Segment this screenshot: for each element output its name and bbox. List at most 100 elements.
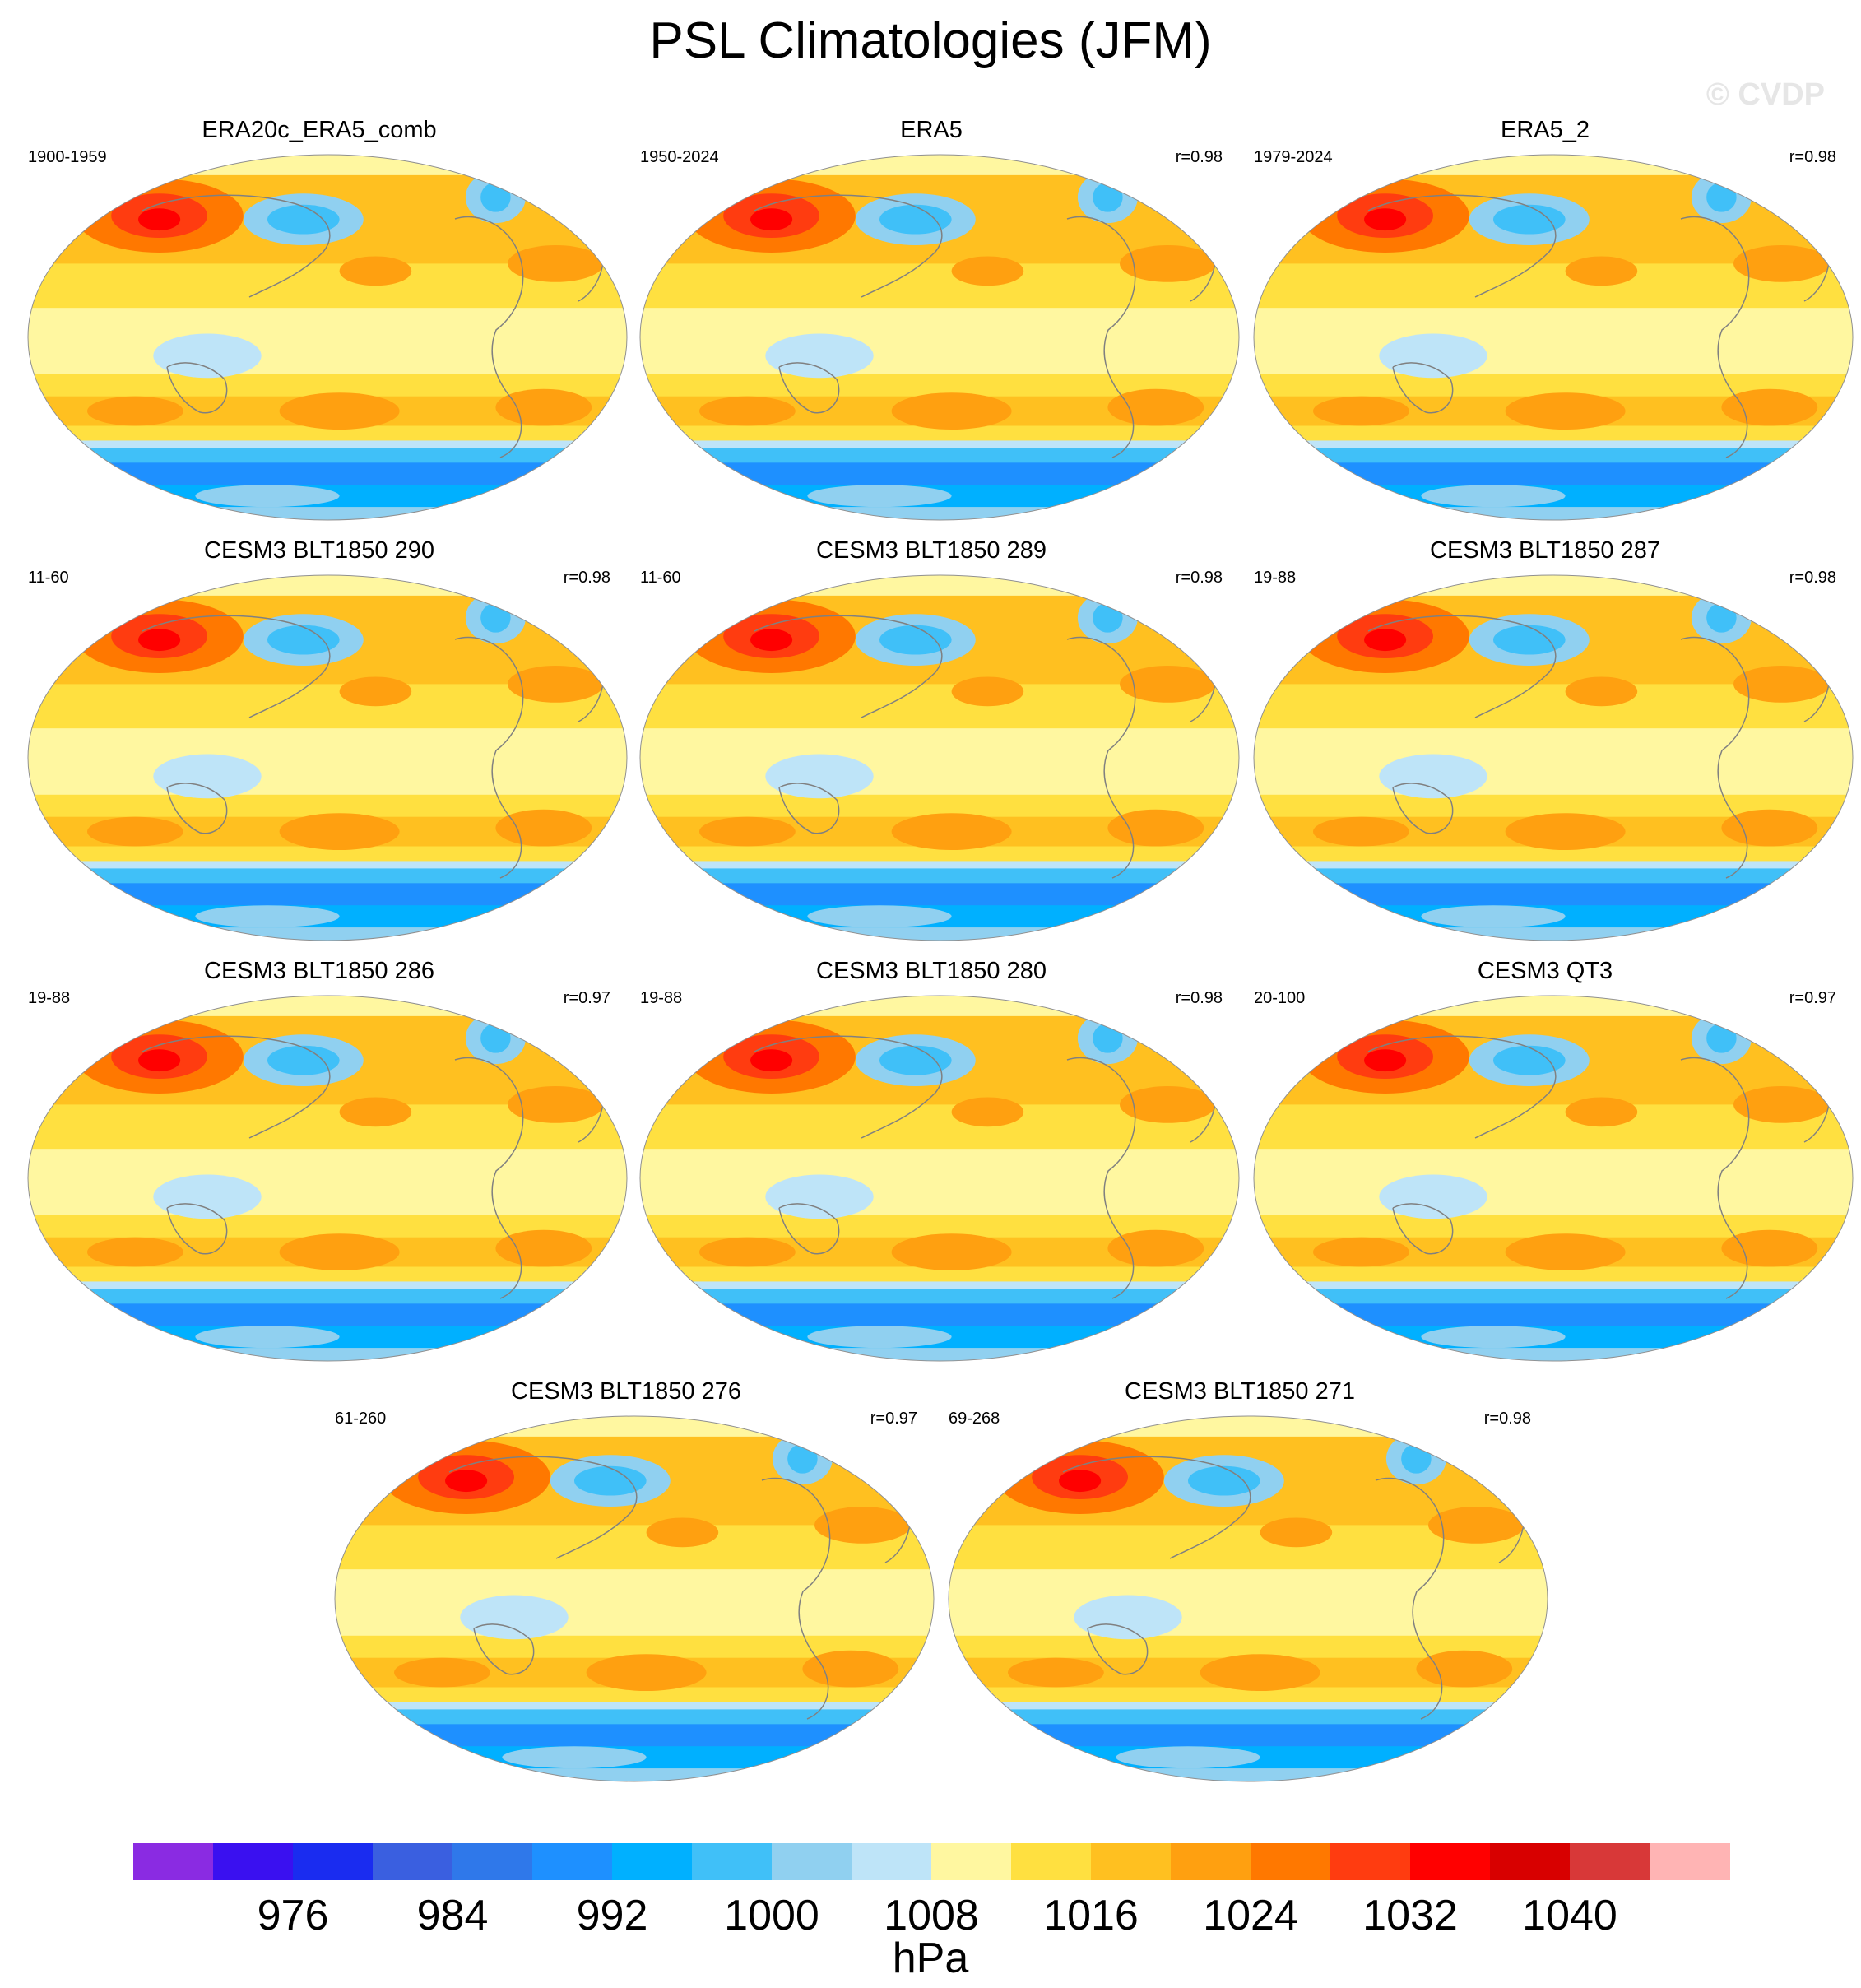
pressure-anomaly: [1706, 1023, 1737, 1053]
pressure-band: [335, 1416, 934, 1438]
pressure-band: [640, 155, 1239, 176]
pressure-anomaly: [138, 208, 181, 231]
pressure-anomaly: [1379, 1174, 1487, 1219]
map-panel: ERA20c_ERA5_comb 1900-1959: [15, 117, 628, 524]
pressure-anomaly: [480, 182, 511, 212]
map-svg: [1253, 574, 1854, 941]
pressure-band: [640, 462, 1239, 486]
colorbar-tick-label: 1016: [1043, 1892, 1139, 1939]
pressure-band: [335, 1687, 934, 1703]
pressure-band: [1254, 846, 1853, 862]
pressure-band: [1254, 883, 1853, 907]
pressure-anomaly: [86, 816, 183, 847]
coastline: [1062, 1456, 1525, 1720]
colorbar-tick-label: 992: [576, 1892, 648, 1939]
colorbar-tick-label: 1040: [1522, 1892, 1617, 1939]
map-outline: [27, 154, 628, 521]
pressure-anomaly: [195, 905, 340, 928]
pressure-band: [1254, 507, 1853, 520]
coastline: [448, 1456, 912, 1720]
pressure-anomaly: [445, 1470, 488, 1493]
pressure-band: [640, 448, 1239, 464]
pressure-anomaly: [646, 1517, 719, 1548]
pressure-band: [640, 728, 1239, 796]
colorbar-segment: [1330, 1843, 1411, 1880]
pressure-band: [28, 868, 627, 885]
pressure-anomaly: [1401, 1443, 1432, 1474]
pressure-band: [640, 1303, 1239, 1327]
coastline: [142, 615, 605, 879]
colorbar-tick-label: 976: [257, 1892, 329, 1939]
pressure-anomaly: [1107, 809, 1204, 847]
pressure-anomaly: [807, 1326, 952, 1349]
panel-correlation: r=0.98: [1483, 1410, 1531, 1428]
colorbar-segment: [1410, 1843, 1491, 1880]
coastline: [1367, 1035, 1831, 1299]
pressure-anomaly: [339, 1097, 412, 1127]
colorbar-segment: [772, 1843, 852, 1880]
pressure-anomaly: [480, 602, 511, 633]
pressure-band: [28, 883, 627, 907]
panel-years: 69-268: [949, 1410, 1000, 1428]
pressure-anomaly: [765, 754, 874, 799]
pressure-band: [1254, 861, 1853, 870]
coastline: [1367, 615, 1831, 879]
panel-correlation: r=0.98: [1789, 148, 1836, 166]
panel-title: ERA5: [900, 117, 963, 143]
pressure-anomaly: [1188, 1465, 1260, 1496]
pressure-anomaly: [267, 1045, 340, 1075]
colorbar-tick-label: 1032: [1362, 1892, 1458, 1939]
panel-years: 61-260: [335, 1410, 387, 1428]
pressure-anomaly: [1733, 245, 1830, 282]
pressure-anomaly: [1565, 256, 1638, 286]
pressure-band: [335, 1768, 934, 1781]
colorbar-tick-label: 984: [416, 1892, 489, 1939]
pressure-anomaly: [1565, 676, 1638, 707]
pressure-anomaly: [1313, 396, 1409, 426]
map-panel: CESM3 BLT1850 280 19-88 r=0.98: [627, 958, 1240, 1365]
panel-years: 1979-2024: [1254, 148, 1333, 166]
pressure-anomaly: [1364, 208, 1407, 231]
colorbar-segment: [852, 1843, 932, 1880]
panel-correlation: r=0.97: [870, 1410, 917, 1428]
map-svg: [27, 995, 628, 1362]
pressure-band: [1254, 1281, 1853, 1290]
pressure-anomaly: [1421, 905, 1566, 928]
pressure-band: [335, 1724, 934, 1748]
colorbar-segment: [452, 1843, 533, 1880]
colorbar-segment: [931, 1843, 1012, 1880]
pressure-anomaly: [1416, 1650, 1513, 1688]
pressure-anomaly: [787, 1443, 818, 1474]
pressure-anomaly: [1260, 1517, 1333, 1548]
panel-correlation: r=0.97: [1789, 989, 1836, 1007]
pressure-anomaly: [1706, 602, 1737, 633]
pressure-anomaly: [480, 1023, 511, 1053]
map-panel: ERA5 1950-2024 r=0.98: [627, 117, 1240, 524]
pressure-anomaly: [1505, 813, 1626, 850]
map-panel: CESM3 BLT1850 290 11-60 r=0.98: [15, 537, 628, 945]
colorbar-segment: [1091, 1843, 1172, 1880]
panel-years: 19-88: [1254, 569, 1297, 587]
pressure-anomaly: [807, 905, 952, 928]
pressure-band: [28, 1303, 627, 1327]
pressure-band: [28, 1266, 627, 1283]
panel-correlation: r=0.98: [1175, 148, 1223, 166]
panel-years: 11-60: [28, 569, 69, 587]
pressure-anomaly: [814, 1507, 911, 1544]
colorbar-segment: [532, 1843, 613, 1880]
pressure-anomaly: [267, 625, 340, 655]
pressure-band: [1254, 996, 1853, 1017]
pressure-band: [640, 1149, 1239, 1216]
pressure-band: [640, 507, 1239, 520]
pressure-band: [640, 868, 1239, 885]
pressure-anomaly: [1120, 666, 1216, 703]
pressure-anomaly: [699, 1237, 796, 1267]
map-outline: [639, 995, 1240, 1362]
coastline: [142, 194, 605, 458]
coastline: [142, 1035, 605, 1299]
panel-title: ERA5_2: [1500, 117, 1590, 143]
pressure-anomaly: [1107, 1229, 1204, 1267]
pressure-band: [1254, 1348, 1853, 1361]
map-svg: [1253, 995, 1854, 1362]
pressure-band: [28, 927, 627, 941]
